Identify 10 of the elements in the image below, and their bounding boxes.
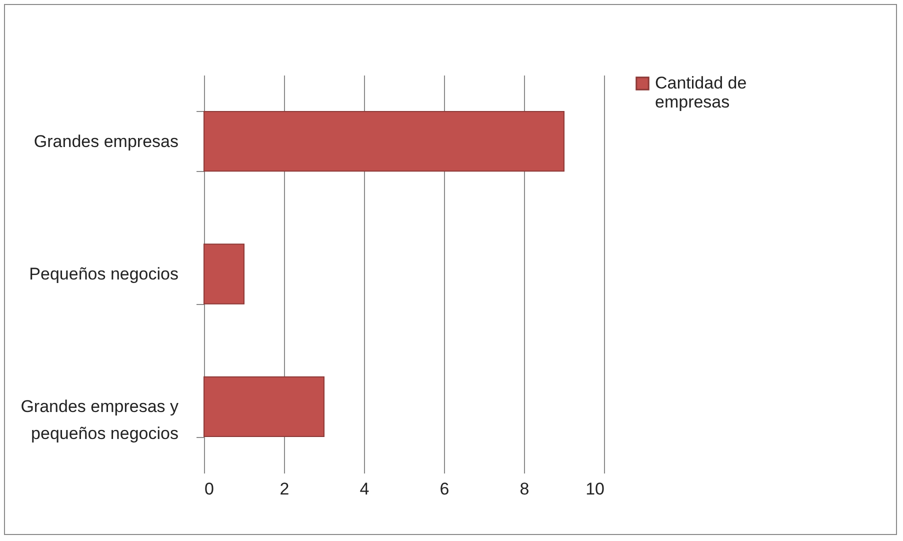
x-tick-label: 4 (360, 480, 370, 498)
y-tick-label: Grandes empresas y pequeños negocios (20, 397, 179, 444)
y-tick-label: Grandes empresas (34, 132, 178, 151)
x-tick-label: 10 (586, 480, 604, 498)
x-tick-label: 8 (520, 480, 530, 498)
x-tick-label: 2 (280, 480, 290, 498)
legend-label: Cantidad de empresas (655, 74, 747, 112)
x-tick-label: 0 (204, 480, 214, 498)
x-tick-label: 6 (440, 480, 450, 498)
y-tick-label: Pequeños negocios (29, 264, 178, 284)
